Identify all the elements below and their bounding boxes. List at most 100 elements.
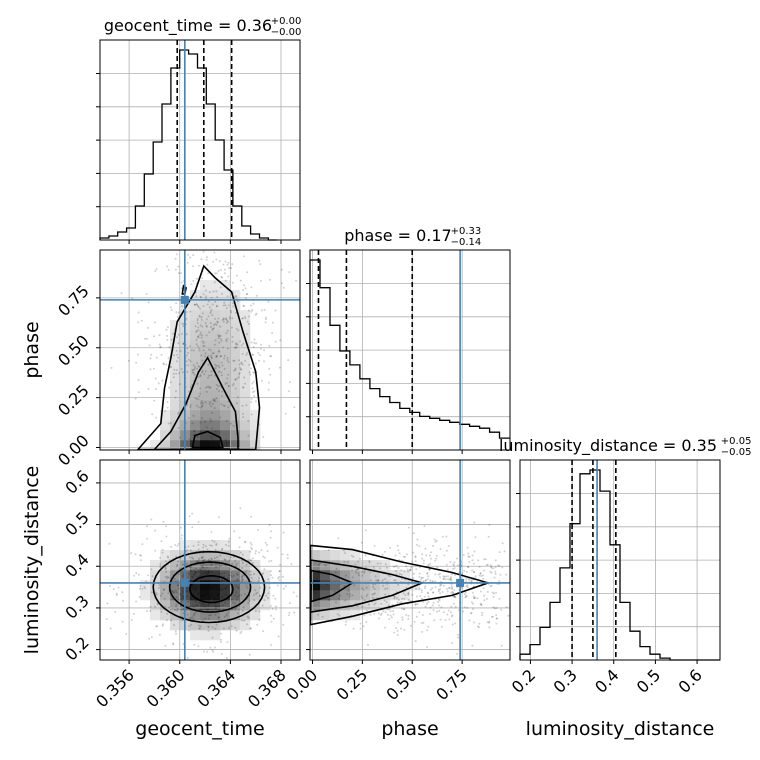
geocent_time-vs-phase-point xyxy=(227,373,230,376)
geocent_time-vs-phase-point xyxy=(223,357,226,360)
phase-vs-luminosity_distance-point xyxy=(473,597,476,599)
geocent_time-vs-luminosity_distance-point xyxy=(229,556,232,559)
geocent_time-vs-luminosity_distance-density-cell xyxy=(210,550,221,561)
geocent_time-vs-luminosity_distance-density-cell xyxy=(220,570,231,581)
phase-vs-luminosity_distance-point xyxy=(489,564,492,567)
phase-vs-luminosity_distance-point xyxy=(465,570,468,573)
phase-vs-luminosity_distance-point xyxy=(499,573,502,576)
phase-vs-luminosity_distance-density-cell xyxy=(360,570,371,581)
geocent_time-vs-phase-point xyxy=(199,333,202,336)
geocent_time-vs-phase-point xyxy=(181,371,184,374)
phase-vs-luminosity_distance-point xyxy=(387,604,390,607)
geocent_time-vs-phase-point xyxy=(158,343,161,346)
grid-layer xyxy=(100,40,720,660)
phase-vs-luminosity_distance-point xyxy=(411,560,414,563)
geocent_time-vs-phase-point xyxy=(223,354,226,357)
phase-vs-luminosity_distance-point xyxy=(442,575,445,578)
geocent_time-vs-phase-density-cell xyxy=(240,370,251,381)
geocent_time-vs-phase-point xyxy=(180,368,183,371)
geocent_time-vs-luminosity_distance-point xyxy=(265,594,268,597)
geocent_time-vs-phase-point xyxy=(239,340,242,343)
phase-vs-luminosity_distance-point xyxy=(352,627,355,630)
geocent_time-vs-phase-point xyxy=(267,381,270,384)
phase-vs-luminosity_distance-point xyxy=(382,610,385,613)
geocent_time-vs-phase-point xyxy=(192,280,195,282)
phase-vs-luminosity_distance-point xyxy=(415,595,418,598)
geocent_time-vs-luminosity_distance-point xyxy=(238,600,241,603)
geocent_time-vs-phase-point xyxy=(241,352,244,355)
geocent_time-vs-luminosity_distance-density-cell xyxy=(200,620,211,631)
phase-vs-luminosity_distance-point xyxy=(453,595,456,598)
geocent_time-vs-phase-island-contour xyxy=(181,284,187,295)
geocent_time-vs-phase-point xyxy=(219,325,222,328)
geocent_time-vs-phase-inner-contour xyxy=(191,430,224,449)
geocent_time-vs-luminosity_distance-point xyxy=(181,590,184,593)
geocent_time-vs-phase-point xyxy=(206,303,209,306)
geocent_time-vs-luminosity_distance-density-cell xyxy=(190,590,201,601)
geocent_time-vs-phase-point xyxy=(198,315,201,318)
geocent_time-vs-luminosity_distance-point xyxy=(203,558,206,561)
phase-vs-luminosity_distance-point xyxy=(468,578,471,581)
phase-vs-luminosity_distance-point xyxy=(498,597,501,600)
geocent_time-vs-luminosity_distance-point xyxy=(198,570,200,573)
phase-vs-luminosity_distance-point xyxy=(492,606,495,609)
geocent_time-vs-luminosity_distance-point xyxy=(151,575,154,578)
geocent_time-vs-luminosity_distance-point xyxy=(216,598,218,601)
geocent_time-vs-phase-point xyxy=(208,402,211,405)
geocent_time-vs-phase-point xyxy=(199,331,202,334)
geocent_time-vs-luminosity_distance-point xyxy=(141,543,144,546)
geocent_time-vs-luminosity_distance-point xyxy=(224,559,227,561)
phase-vs-luminosity_distance-point xyxy=(488,621,490,624)
geocent_time-vs-luminosity_distance-point xyxy=(195,603,198,606)
geocent_time-vs-phase-point xyxy=(182,323,185,326)
geocent_time-vs-luminosity_distance-point xyxy=(245,584,248,587)
phase-vs-luminosity_distance-point xyxy=(363,599,366,602)
geocent_time-vs-phase-point xyxy=(268,278,271,281)
geocent_time-vs-phase-point xyxy=(244,317,247,320)
geocent_time-vs-luminosity_distance-density-cell xyxy=(240,610,251,621)
phase-vs-luminosity_distance-point xyxy=(428,568,431,571)
geocent_time-vs-luminosity_distance-point xyxy=(214,588,217,591)
geocent_time-vs-luminosity_distance-point xyxy=(193,573,195,576)
geocent_time-vs-luminosity_distance-point xyxy=(164,605,167,608)
geocent_time-vs-phase-point xyxy=(201,312,204,315)
phase-vs-luminosity_distance-point xyxy=(409,569,411,571)
geocent_time-vs-luminosity_distance-point xyxy=(147,574,149,577)
geocent_time-vs-phase-point xyxy=(258,259,261,262)
phase-vs-luminosity_distance-point xyxy=(488,620,491,623)
geocent_time-vs-luminosity_distance-point xyxy=(232,601,234,604)
geocent_time-vs-phase-point xyxy=(234,367,237,370)
geocent_time-vs-phase-point xyxy=(200,318,203,321)
geocent_time-vs-luminosity_distance-point xyxy=(262,630,265,633)
geocent_time-vs-phase-density-cell xyxy=(220,360,231,371)
phase-vs-luminosity_distance-point xyxy=(400,601,403,603)
geocent_time-vs-phase-density-cell xyxy=(200,370,211,381)
geocent_time-vs-luminosity_distance-point xyxy=(156,625,159,628)
phase-vs-luminosity_distance-point xyxy=(395,564,398,567)
geocent_time-vs-luminosity_distance-point xyxy=(225,613,228,616)
phase-vs-luminosity_distance-point xyxy=(483,569,485,572)
geocent_time-vs-luminosity_distance-point xyxy=(208,587,211,590)
geocent_time-vs-phase-point xyxy=(193,303,196,306)
phase-vs-luminosity_distance-point xyxy=(446,568,449,571)
geocent_time-vs-phase-point xyxy=(208,374,210,377)
geocent_time-vs-luminosity_distance-point xyxy=(133,574,135,577)
phase-vs-luminosity_distance-point xyxy=(453,561,456,564)
phase-vs-luminosity_distance-point xyxy=(326,583,328,586)
density-layer xyxy=(140,280,421,641)
phase-vs-luminosity_distance-point xyxy=(434,573,437,576)
phase-vs-luminosity_distance-point xyxy=(482,574,485,577)
geocent_time-vs-luminosity_distance-point xyxy=(269,536,272,539)
geocent_time-vs-phase-point xyxy=(235,342,238,345)
geocent_time-vs-phase-point xyxy=(214,367,217,370)
geocent_time-vs-phase-point xyxy=(208,348,210,351)
phase-vs-luminosity_distance-point xyxy=(447,578,450,581)
geocent_time-vs-phase-density-cell xyxy=(240,410,251,421)
geocent_time-vs-luminosity_distance-point xyxy=(216,588,219,591)
geocent_time-vs-phase-point xyxy=(189,345,191,348)
geocent_time-vs-phase-point xyxy=(244,360,247,362)
geocent_time-vs-luminosity_distance-point xyxy=(133,612,136,615)
geocent_time-vs-luminosity_distance-point xyxy=(276,584,279,587)
geocent_time-vs-luminosity_distance-point xyxy=(218,516,220,519)
geocent_time-vs-phase-point xyxy=(186,370,189,373)
